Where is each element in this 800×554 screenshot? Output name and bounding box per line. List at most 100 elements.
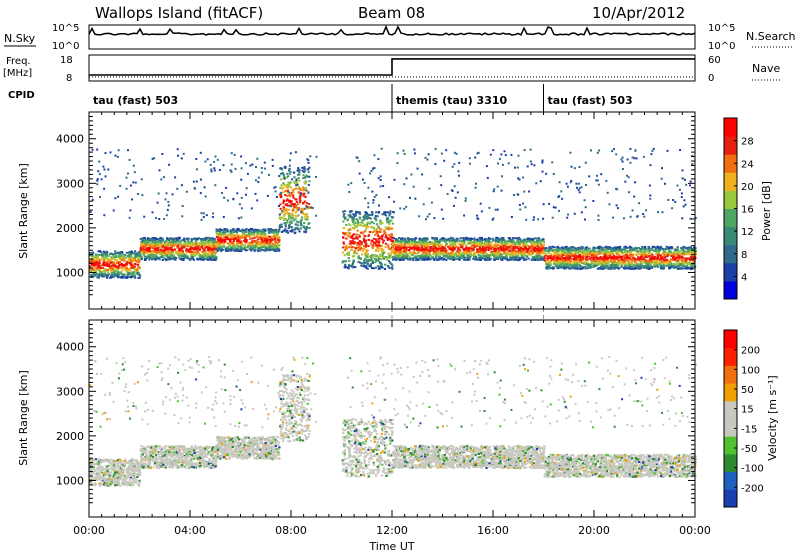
scatter-cell	[342, 236, 345, 239]
scatter-cell	[203, 257, 207, 260]
scatter-cell	[208, 255, 211, 258]
scatter-cell	[161, 249, 164, 252]
scatter-cell	[350, 246, 353, 249]
scatter-cell	[103, 261, 106, 264]
scatter-cell	[264, 249, 267, 252]
scatter-cell	[508, 246, 511, 249]
scatter-cell	[592, 260, 595, 263]
scatter-cell	[194, 248, 197, 251]
scatter-cell	[488, 254, 491, 257]
scatter-cell	[459, 244, 462, 247]
scatter-cell	[256, 238, 259, 241]
scatter-cell	[531, 257, 534, 260]
scatter-cell	[503, 251, 506, 254]
scatter-cell	[360, 240, 363, 243]
scatter-cell	[235, 244, 238, 247]
scatter-cell	[282, 186, 285, 189]
scatter-cell	[298, 199, 301, 202]
scatter-cell	[301, 211, 304, 214]
scatter-cell	[458, 258, 461, 261]
scatter-cell	[488, 258, 491, 261]
scatter-cell	[204, 238, 207, 241]
scatter-cell	[375, 211, 378, 214]
scatter-cell	[417, 245, 420, 248]
scatter-cell	[514, 242, 517, 245]
scatter-cell	[391, 267, 394, 270]
scatter-cell	[170, 254, 173, 257]
scatter-cell	[143, 241, 146, 244]
scatter-cell	[654, 246, 657, 249]
scatter-cell	[301, 216, 304, 219]
scatter-cell	[89, 261, 92, 264]
scatter-cell	[300, 218, 303, 221]
scatter-cell	[295, 204, 298, 207]
scatter-cell	[289, 170, 292, 173]
scatter-cell	[534, 237, 537, 240]
scatter-cell	[98, 268, 102, 271]
scatter-cell	[157, 239, 161, 242]
scatter-cell	[522, 240, 525, 243]
nsky-panel	[88, 24, 696, 50]
scatter-cell	[225, 228, 228, 231]
scatter-cell	[533, 250, 536, 252]
scatter-cell	[512, 245, 515, 248]
scatter-cell	[258, 236, 261, 239]
scatter-cell	[427, 249, 430, 252]
scatter-cell	[249, 246, 253, 249]
scatter-cell	[109, 261, 112, 264]
scatter-cell	[433, 237, 436, 240]
scatter-cell	[198, 254, 201, 257]
scatter-cell	[383, 213, 386, 216]
scatter-cell	[243, 244, 247, 247]
scatter-cell	[349, 235, 352, 238]
scatter-cell	[444, 240, 448, 243]
scatter-cell	[251, 247, 254, 250]
scatter-cell	[388, 214, 391, 217]
scatter-cell	[528, 247, 531, 250]
scatter-cell	[374, 249, 378, 252]
scatter-cell	[364, 246, 367, 249]
scatter-cell	[146, 252, 149, 255]
scatter-cell	[175, 241, 178, 244]
scatter-cell	[135, 272, 138, 275]
scatter-cell	[409, 243, 412, 246]
scatter-cell	[349, 214, 352, 217]
scatter-cell	[363, 214, 367, 217]
scatter-cell	[382, 256, 386, 259]
scatter-cell	[358, 235, 361, 238]
scatter-cell	[521, 240, 524, 243]
scatter-cell	[298, 194, 302, 197]
scatter-cell	[350, 236, 353, 239]
scatter-cell	[433, 243, 436, 246]
scatter-cell	[232, 231, 235, 234]
scatter-cell	[304, 218, 307, 221]
scatter-cell	[166, 241, 169, 244]
scatter-cell	[342, 242, 345, 245]
scatter-cell	[280, 226, 283, 228]
scatter-cell	[291, 212, 294, 215]
scatter-cell	[396, 253, 400, 255]
scatter-cell	[226, 236, 229, 239]
scatter-cell	[375, 223, 379, 226]
scatter-cell	[139, 246, 143, 248]
scatter-cell	[517, 256, 520, 259]
scatter-cell	[403, 237, 406, 240]
scatter-cell	[390, 249, 393, 252]
scatter-cell	[496, 247, 499, 250]
scatter-cell	[607, 260, 610, 263]
scatter-cell	[276, 231, 279, 234]
scatter-cell	[364, 265, 367, 268]
scatter-cell	[96, 268, 99, 271]
scatter-cell	[353, 233, 356, 236]
scatter-cell	[205, 254, 208, 257]
scatter-cell	[495, 245, 498, 248]
scatter-cell	[154, 239, 157, 242]
scatter-cell	[365, 249, 368, 252]
scatter-cell	[354, 221, 357, 224]
scatter-cell	[675, 252, 678, 255]
scatter-cell	[116, 266, 119, 269]
scatter-cell	[261, 244, 264, 247]
scatter-cell	[418, 256, 421, 259]
scatter-cell	[347, 233, 350, 236]
scatter-cell	[148, 258, 151, 261]
